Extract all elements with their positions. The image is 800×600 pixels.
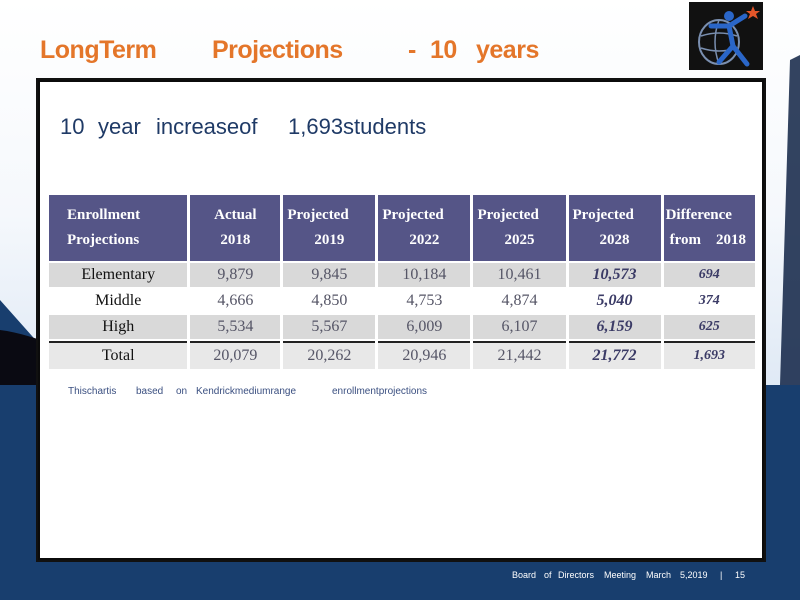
header-projected-2025: Projected 2025	[473, 195, 566, 261]
table-cell: 20,079	[190, 341, 281, 369]
row-label: High	[49, 315, 188, 339]
table-cell: 5,567	[283, 315, 376, 339]
footer-word: Meeting	[604, 570, 637, 580]
footer-word: Directors	[558, 570, 595, 580]
row-label: Middle	[49, 289, 188, 313]
header-enrollment: Enrollment Projections	[49, 195, 188, 261]
logo	[689, 2, 763, 70]
note-word: based	[136, 386, 164, 397]
header-line: 2018	[220, 232, 251, 248]
note-word: on	[176, 386, 188, 397]
header-line: 2022	[409, 232, 440, 248]
table-cell: 4,753	[378, 289, 471, 313]
footer-word: of	[544, 570, 552, 580]
header-line: from 2018	[669, 232, 746, 248]
title-word: LongTerm	[40, 36, 157, 64]
row-label: Total	[49, 341, 188, 369]
table-cell: 374	[663, 289, 755, 313]
table-row-high: High 5,534 5,567 6,009 6,107 6,159 625	[49, 315, 755, 339]
header-line: Difference	[665, 207, 732, 223]
table-cell: 6,009	[378, 315, 471, 339]
row-label: Elementary	[49, 263, 188, 287]
table-cell: 4,850	[283, 289, 376, 313]
header-line: 2019	[314, 232, 345, 248]
header-difference: Difference from 2018	[663, 195, 755, 261]
table-row-elementary: Elementary 9,879 9,845 10,184 10,461 10,…	[49, 263, 755, 287]
header-projected-2019: Projected 2019	[283, 195, 376, 261]
subtitle-word: 1,693students	[288, 114, 427, 139]
note-word: Kendrickmediumrange	[196, 386, 297, 397]
table-cell: 10,184	[378, 263, 471, 287]
header-projected-2028: Projected 2028	[568, 195, 661, 261]
table-cell: 625	[663, 315, 755, 339]
header-actual-2018: Actual 2018	[190, 195, 281, 261]
table-cell: 9,879	[190, 263, 281, 287]
header-line: Projected	[287, 207, 349, 223]
table-header-row: Enrollment Projections Actual 2018 Project…	[49, 195, 755, 261]
header-line: 2028	[599, 232, 630, 248]
footer-separator: |	[720, 570, 723, 580]
table-cell: 4,666	[190, 289, 281, 313]
header-line: 2025	[504, 232, 535, 248]
header-line: Projected	[382, 207, 444, 223]
title-word: years	[476, 36, 539, 64]
note-word: Thischartis	[68, 386, 117, 397]
header-line: Enrollment	[67, 207, 141, 223]
header-projected-2022: Projected 2022	[378, 195, 471, 261]
footer-word: Board	[512, 570, 537, 580]
title-word: 10	[430, 36, 457, 64]
title-word: Projections	[212, 36, 343, 64]
subtitle-word: 10	[60, 114, 85, 139]
subtitle-word: year	[98, 114, 141, 139]
table-cell: 1,693	[663, 341, 755, 369]
table-cell: 21,772	[568, 341, 661, 369]
table-cell: 5,534	[190, 315, 281, 339]
table-cell: 9,845	[283, 263, 376, 287]
table-cell: 694	[663, 263, 755, 287]
header-line: Projected	[477, 207, 539, 223]
title-word: -	[408, 36, 416, 64]
table-cell: 20,946	[378, 341, 471, 369]
table-cell: 4,874	[473, 289, 566, 313]
table-cell: 20,262	[283, 341, 376, 369]
table-cell: 6,159	[568, 315, 661, 339]
table-cell: 21,442	[473, 341, 566, 369]
figure-globe-star-logo-icon	[698, 6, 760, 67]
footer-word: 5,2019	[680, 570, 708, 580]
table-cell: 5,040	[568, 289, 661, 313]
table-cell: 10,461	[473, 263, 566, 287]
header-line: Actual	[214, 207, 257, 223]
table-cell: 6,107	[473, 315, 566, 339]
subtitle-word: increaseof	[156, 114, 258, 139]
note-word: enrollmentprojections	[332, 386, 428, 397]
slide-footer: Board of Directors Meeting March 5,2019 …	[0, 570, 800, 584]
footer-word: March	[646, 570, 672, 580]
enrollment-table: Enrollment Projections Actual 2018 Project…	[46, 193, 758, 371]
page-number: 15	[735, 570, 746, 580]
table-row-middle: Middle 4,666 4,850 4,753 4,874 5,040 374	[49, 289, 755, 313]
table-row-total: Total 20,079 20,262 20,946 21,442 21,772…	[49, 341, 755, 369]
header-line: Projections	[67, 232, 140, 248]
table-cell: 10,573	[568, 263, 661, 287]
header-line: Projected	[572, 207, 634, 223]
